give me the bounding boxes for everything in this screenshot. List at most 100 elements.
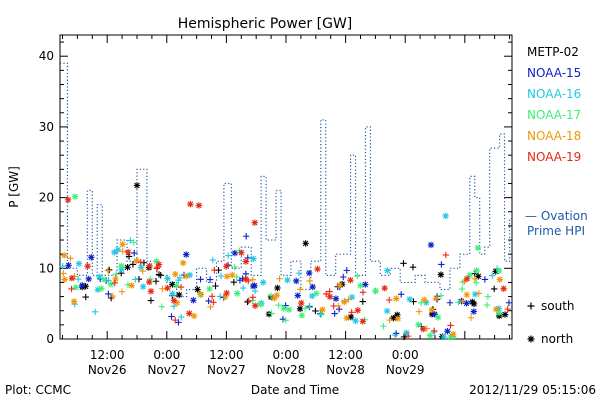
north-point-noaa-17: [495, 309, 503, 317]
south-point-noaa-15: [197, 276, 204, 283]
north-point-noaa-15: [332, 295, 340, 302]
north-point-noaa-15: [183, 251, 190, 258]
north-point-noaa-18: [223, 273, 231, 280]
south-point-noaa-18: [467, 314, 475, 321]
north-point-noaa-19: [64, 196, 72, 204]
north-point-noaa-16: [348, 293, 356, 301]
north-point-metp-02: [437, 271, 445, 278]
legend-entry: NOAA-16: [527, 87, 581, 101]
x-tick-label-date: Nov27: [207, 363, 246, 377]
x-tick-label-time: 12:00: [90, 348, 125, 362]
north-point-noaa-18: [319, 306, 326, 313]
north-point-noaa-18: [341, 298, 348, 306]
north-point-noaa-17: [72, 284, 80, 291]
north-point-noaa-18: [463, 291, 471, 298]
north-point-noaa-19: [359, 318, 366, 325]
south-point-noaa-18: [276, 275, 283, 282]
x-tick-label-time: 0:00: [392, 348, 419, 362]
south-point-noaa-19: [322, 290, 330, 298]
north-point-noaa-19: [326, 293, 334, 300]
south-point-noaa-19: [211, 266, 218, 274]
north-point-noaa-17: [206, 285, 213, 293]
y-axis-label: P [GW]: [7, 166, 21, 208]
legend-entry: NOAA-19: [527, 150, 581, 164]
north-point-noaa-19: [170, 297, 178, 304]
north-point-noaa-18: [271, 295, 278, 302]
x-tick-label-time: 0:00: [273, 348, 300, 362]
x-tick-label-time: 12:00: [209, 348, 244, 362]
legend-entry: NOAA-15: [527, 66, 581, 80]
south-point-noaa-16: [75, 276, 82, 283]
north-point-noaa-15: [431, 311, 438, 318]
north-point-noaa-18: [393, 295, 400, 302]
ovation-label-line1: — Ovation: [525, 209, 588, 223]
north-point-noaa-16: [495, 305, 502, 312]
north-point-noaa-18: [70, 298, 78, 305]
south-point-noaa-16: [178, 313, 185, 321]
north-point-metp-02: [145, 264, 153, 271]
south-point-noaa-15: [340, 273, 347, 281]
south-point-noaa-16: [225, 252, 232, 259]
south-point-noaa-15: [206, 276, 214, 283]
south-point-noaa-17: [275, 301, 282, 309]
north-point-noaa-16: [118, 266, 125, 273]
south-point-noaa-19: [68, 285, 75, 293]
x-tick-label-date: Nov29: [386, 363, 425, 377]
north-point-noaa-18: [61, 252, 68, 259]
south-point-noaa-19: [137, 259, 144, 266]
x-tick-label-date: Nov27: [147, 363, 186, 377]
north-point-noaa-19: [500, 285, 507, 292]
south-point-noaa-15: [397, 291, 405, 298]
north-point-noaa-18: [394, 315, 402, 322]
x-tick-label-time: 0:00: [153, 348, 180, 362]
south-point-noaa-15: [175, 319, 182, 326]
south-point-noaa-19: [210, 299, 217, 306]
south-point-noaa-19: [404, 332, 412, 340]
north-point-noaa-15: [362, 281, 369, 288]
north-point-noaa-17: [474, 244, 482, 252]
south-point-noaa-16: [251, 287, 259, 295]
north-point-noaa-18: [450, 330, 457, 338]
north-point-noaa-17: [313, 290, 320, 297]
north-point-noaa-16: [96, 273, 103, 280]
south-point-metp-02: [157, 272, 164, 279]
south-point-noaa-19: [208, 293, 216, 300]
south-point-noaa-18: [249, 276, 256, 283]
north-point-noaa-18: [336, 281, 343, 289]
north-point-metp-02: [475, 273, 482, 280]
north-point-noaa-16: [384, 267, 391, 274]
north-point-noaa-17: [447, 333, 454, 341]
north-point-noaa-17: [118, 262, 125, 270]
north-point-metp-02: [169, 281, 176, 288]
x-tick-label-time: 12:00: [328, 348, 363, 362]
north-point-noaa-15: [294, 292, 301, 299]
marker-legend-label: south: [541, 299, 575, 313]
south-point-noaa-15: [343, 267, 350, 274]
north-point-noaa-16: [471, 291, 479, 298]
north-point-noaa-18: [222, 293, 229, 301]
north-point-noaa-19: [186, 310, 193, 317]
marker-legend-label: north: [541, 332, 573, 346]
north-point-noaa-17: [71, 193, 79, 200]
north-point-noaa-17: [298, 312, 306, 319]
south-point-noaa-18: [306, 277, 313, 285]
north-point-noaa-18: [343, 314, 350, 322]
north-point-noaa-16: [111, 249, 118, 256]
south-point-noaa-17: [455, 299, 462, 306]
south-point-noaa-15: [335, 305, 343, 313]
north-point-noaa-19: [298, 299, 305, 307]
south-point-noaa-19: [242, 276, 250, 283]
north-point-noaa-17: [434, 314, 442, 321]
south-point-noaa-19: [111, 279, 118, 287]
legend-entry: NOAA-17: [527, 108, 581, 122]
south-point-noaa-16: [132, 276, 139, 283]
north-point-noaa-18: [496, 276, 504, 283]
south-point-noaa-19: [504, 305, 511, 313]
north-point-metp-02: [194, 286, 201, 293]
south-point-noaa-15: [205, 297, 212, 305]
south-point-noaa-15: [236, 277, 244, 284]
north-point-noaa-15: [444, 327, 451, 335]
chart-title: Hemispheric Power [GW]: [178, 16, 353, 32]
north-point-metp-02: [492, 268, 499, 275]
